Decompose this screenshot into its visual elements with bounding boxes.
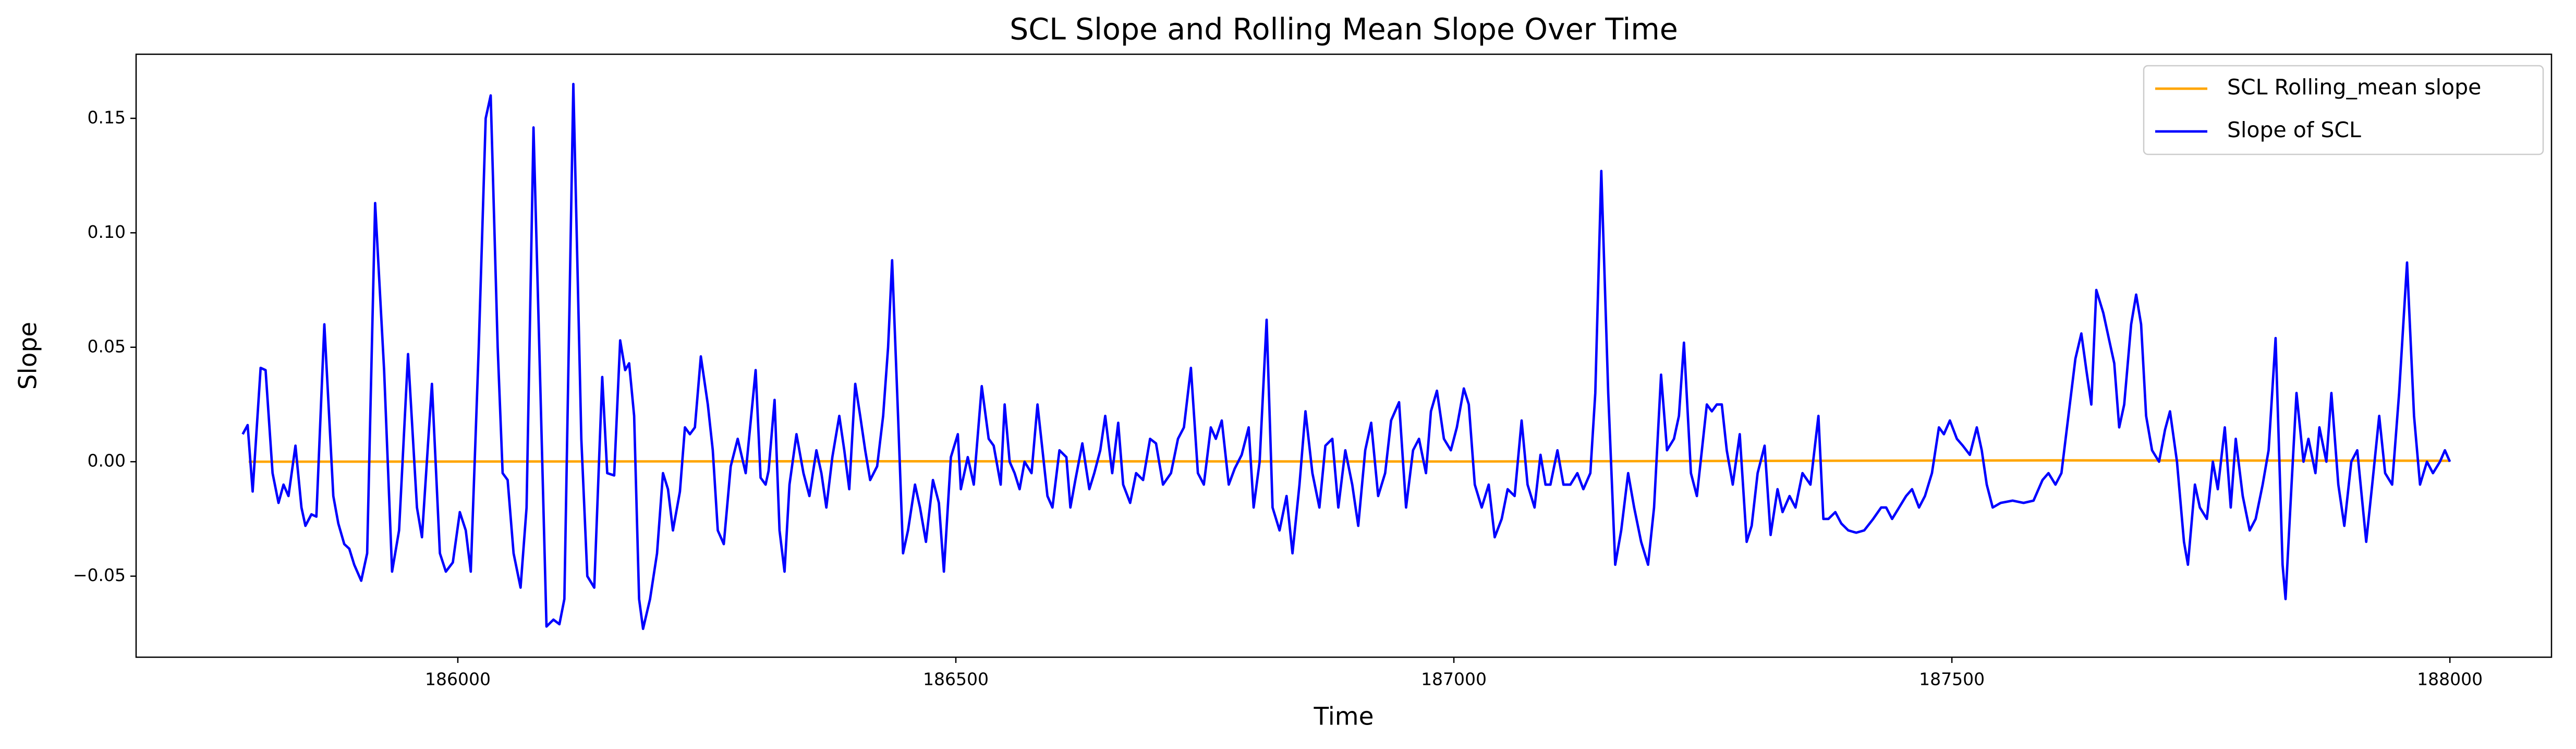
x-tick-label: 188000: [2417, 669, 2483, 690]
y-axis-label: Slope: [14, 322, 43, 390]
plot-lines: [241, 82, 2451, 630]
plot-frame: [135, 53, 2553, 658]
legend: SCL Rolling_mean slope Slope of SCL: [2143, 65, 2544, 155]
legend-label: Slope of SCL: [2227, 117, 2361, 142]
y-tick-label: −0.05: [73, 565, 126, 585]
chart-title: SCL Slope and Rolling Mean Slope Over Ti…: [1010, 13, 1678, 47]
legend-label: SCL Rolling_mean slope: [2227, 75, 2481, 100]
y-tick-label: 0.05: [88, 336, 126, 356]
series-line: [241, 82, 2451, 630]
series-line: [248, 459, 2450, 463]
y-tick-label: 0.00: [88, 451, 126, 471]
legend-frame: [2143, 65, 2544, 155]
x-tick-label: 187000: [1421, 669, 1487, 690]
x-tick-label: 186500: [923, 669, 989, 690]
x-axis-label: Time: [1313, 703, 1374, 731]
y-tick-label: 0.10: [88, 222, 126, 242]
x-tick-label: 186000: [425, 669, 491, 690]
x-tick-label: 187500: [1919, 669, 1985, 690]
y-tick-label: 0.15: [88, 107, 126, 127]
